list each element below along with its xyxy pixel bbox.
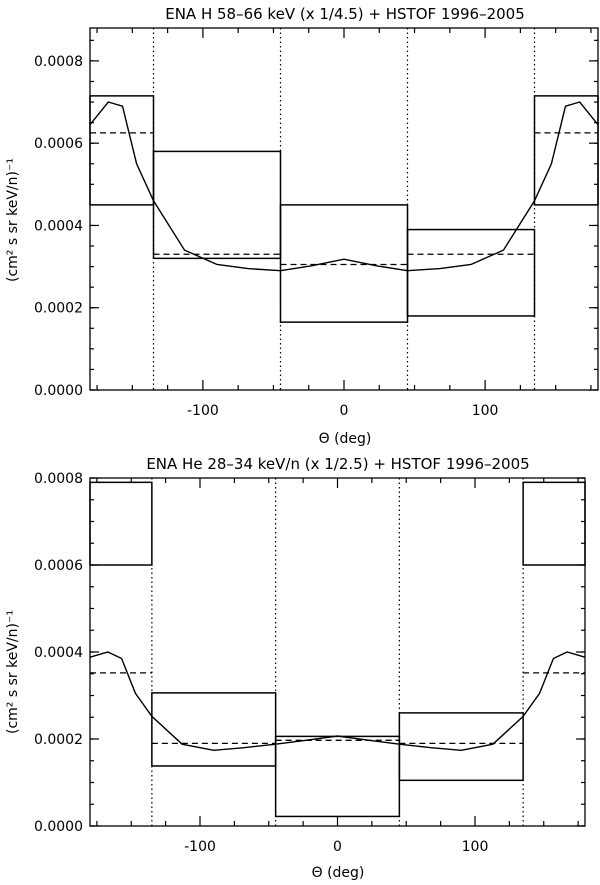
x-axis-label: Θ (deg) [312,865,365,881]
chart-panel-he: ENA He 28–34 keV/n (x 1/2.5) + HSTOF 199… [5,455,586,881]
x-tick-label: 100 [462,839,489,855]
chart-title: ENA H 58–66 keV (x 1/4.5) + HSTOF 1996–2… [165,5,525,23]
y-tick-label: 0.0004 [34,645,83,661]
x-axis-label: Θ (deg) [319,431,372,447]
y-tick-label: 0.0008 [34,471,83,487]
range-box [279,204,409,323]
range-box [274,735,401,818]
range-box [522,481,586,566]
y-tick-label: 0.0006 [34,136,83,152]
x-tick-label: -100 [187,403,219,419]
range-box [89,481,153,566]
x-tick-label: 0 [340,403,349,419]
series-line [89,651,586,752]
x-tick-label: 0 [333,839,342,855]
series-line [89,101,599,272]
y-tick-label: 0.0002 [34,732,83,748]
y-tick-label: 0.0000 [34,819,83,835]
range-box [152,150,282,260]
plot-frame [89,27,599,391]
y-axis-label: (cm² s sr keV/n)⁻¹ [5,158,21,282]
y-axis-label: (cm² s sr keV/n)⁻¹ [5,610,21,734]
x-tick-label: 100 [472,403,499,419]
y-tick-label: 0.0002 [34,301,83,317]
range-box [398,712,524,782]
y-tick-label: 0.0008 [34,54,83,70]
y-tick-label: 0.0006 [34,558,83,574]
y-tick-label: 0.0000 [34,383,83,399]
plot-area: 0.0000 0.0002 0.0004 0.0006 0.0008 -100 0 100 [34,471,586,855]
plot-frame [89,477,586,827]
plot-area: 0.0000 0.0002 0.0004 0.0006 0.0008 -100 0 100 [34,27,599,419]
chart-panel-h: ENA H 58–66 keV (x 1/4.5) + HSTOF 1996–2… [5,5,599,447]
range-box [406,228,536,317]
x-tick-label: -100 [184,839,216,855]
range-box [151,692,277,767]
y-tick-label: 0.0004 [34,218,83,234]
chart-title: ENA He 28–34 keV/n (x 1/2.5) + HSTOF 199… [146,455,529,473]
